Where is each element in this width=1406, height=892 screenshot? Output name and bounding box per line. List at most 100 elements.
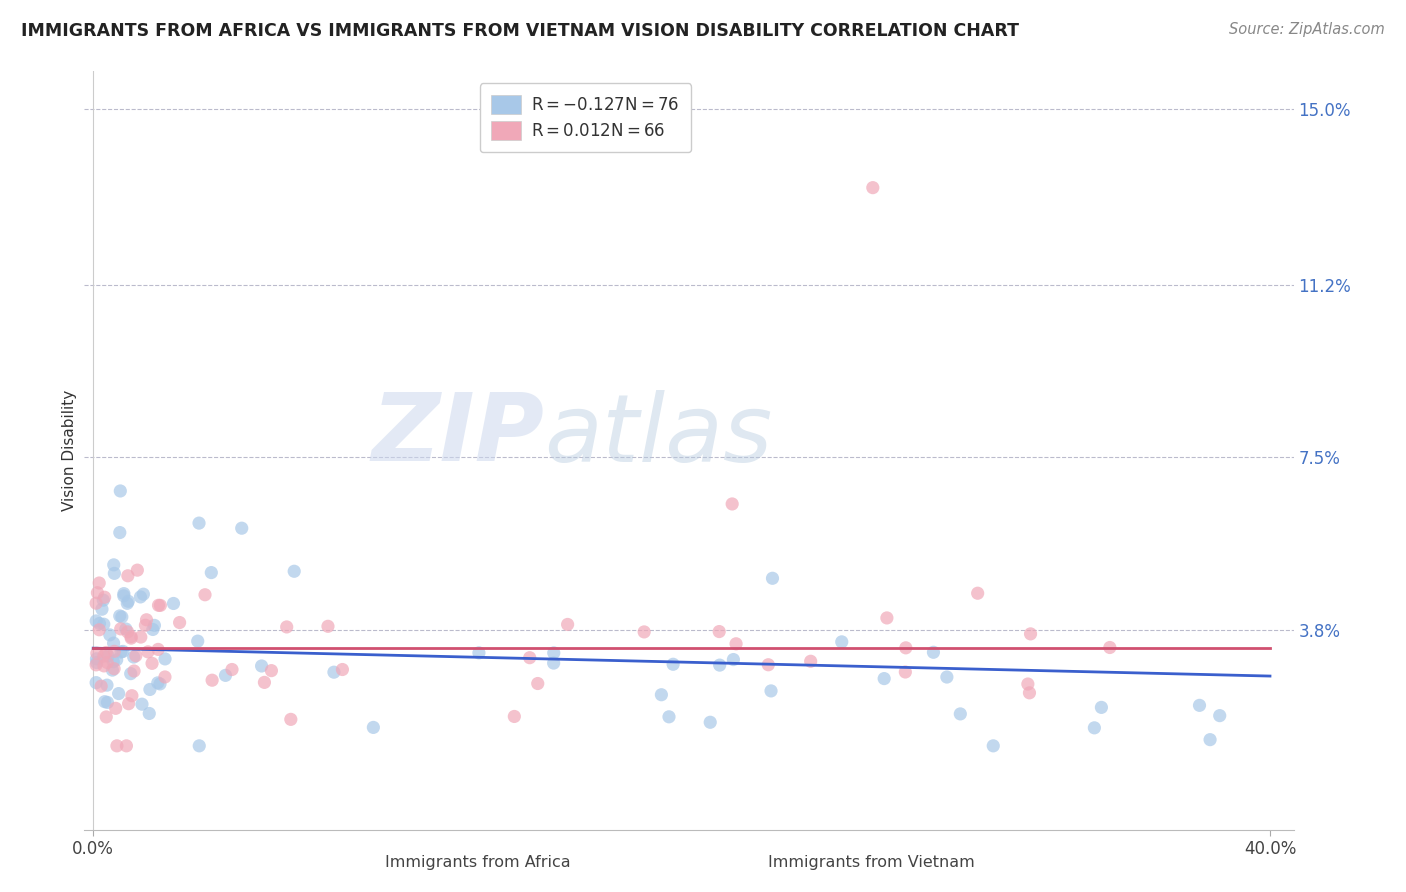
- Point: [323, 665, 346, 680]
- Point: [110, 622, 132, 636]
- Text: ZIP: ZIP: [371, 389, 544, 482]
- Point: [122, 664, 145, 678]
- Point: [131, 697, 153, 711]
- Text: Immigrants from Africa: Immigrants from Africa: [385, 855, 571, 870]
- Point: [876, 611, 898, 625]
- Point: [112, 587, 135, 601]
- Point: [201, 673, 224, 688]
- Point: [110, 483, 132, 498]
- Point: [966, 586, 988, 600]
- Point: [120, 666, 142, 681]
- Point: [316, 619, 339, 633]
- Point: [89, 576, 111, 591]
- Point: [503, 709, 526, 723]
- Point: [103, 566, 125, 581]
- Point: [253, 675, 276, 690]
- Point: [96, 656, 118, 670]
- Point: [91, 593, 114, 607]
- Point: [103, 558, 125, 572]
- Point: [709, 658, 731, 673]
- Point: [662, 657, 685, 672]
- Point: [93, 591, 115, 605]
- Point: [103, 644, 125, 658]
- Point: [153, 652, 176, 666]
- Point: [1083, 721, 1105, 735]
- Point: [105, 739, 128, 753]
- Point: [721, 497, 744, 511]
- Point: [981, 739, 1004, 753]
- Point: [84, 657, 107, 672]
- Point: [149, 677, 172, 691]
- Point: [935, 670, 957, 684]
- Point: [526, 676, 548, 690]
- Point: [949, 706, 972, 721]
- Point: [117, 594, 139, 608]
- Point: [1188, 698, 1211, 713]
- Point: [709, 624, 731, 639]
- Point: [117, 568, 139, 582]
- Point: [260, 664, 283, 678]
- Point: [129, 630, 152, 644]
- Point: [519, 650, 541, 665]
- Point: [1017, 677, 1039, 691]
- Point: [363, 720, 385, 734]
- Point: [121, 689, 143, 703]
- Point: [759, 684, 782, 698]
- Point: [101, 663, 124, 677]
- Point: [276, 620, 298, 634]
- Point: [468, 646, 491, 660]
- Point: [200, 566, 222, 580]
- Point: [134, 618, 156, 632]
- Point: [84, 614, 107, 628]
- Point: [221, 663, 243, 677]
- Point: [650, 688, 672, 702]
- Point: [231, 521, 253, 535]
- Point: [115, 622, 138, 636]
- Point: [283, 564, 305, 578]
- Point: [725, 637, 748, 651]
- Point: [103, 662, 125, 676]
- Point: [108, 608, 131, 623]
- Point: [922, 645, 945, 659]
- Point: [723, 652, 745, 666]
- Point: [194, 588, 217, 602]
- Point: [1199, 732, 1222, 747]
- Point: [86, 652, 108, 666]
- Point: [543, 656, 565, 670]
- Point: [162, 597, 184, 611]
- Point: [633, 624, 655, 639]
- Y-axis label: Vision Disability: Vision Disability: [62, 390, 77, 511]
- Point: [93, 648, 115, 663]
- Point: [831, 635, 853, 649]
- Point: [169, 615, 191, 630]
- Point: [86, 656, 108, 670]
- Point: [120, 630, 142, 644]
- Point: [894, 640, 917, 655]
- Text: atlas: atlas: [544, 390, 772, 481]
- Point: [543, 646, 565, 660]
- Point: [139, 682, 162, 697]
- Point: [117, 596, 139, 610]
- Text: Immigrants from Vietnam: Immigrants from Vietnam: [768, 855, 976, 870]
- Point: [146, 676, 169, 690]
- Point: [1209, 708, 1232, 723]
- Point: [120, 631, 142, 645]
- Point: [143, 618, 166, 632]
- Point: [1018, 686, 1040, 700]
- Point: [110, 645, 132, 659]
- Point: [188, 739, 211, 753]
- Point: [658, 710, 681, 724]
- Point: [756, 657, 779, 672]
- Point: [136, 645, 159, 659]
- Point: [112, 589, 135, 603]
- Point: [103, 636, 125, 650]
- Point: [115, 739, 138, 753]
- Point: [800, 654, 823, 668]
- Point: [96, 695, 118, 709]
- Point: [98, 628, 121, 642]
- Point: [108, 525, 131, 540]
- Point: [117, 697, 139, 711]
- Point: [250, 659, 273, 673]
- Point: [111, 644, 134, 658]
- Point: [873, 672, 896, 686]
